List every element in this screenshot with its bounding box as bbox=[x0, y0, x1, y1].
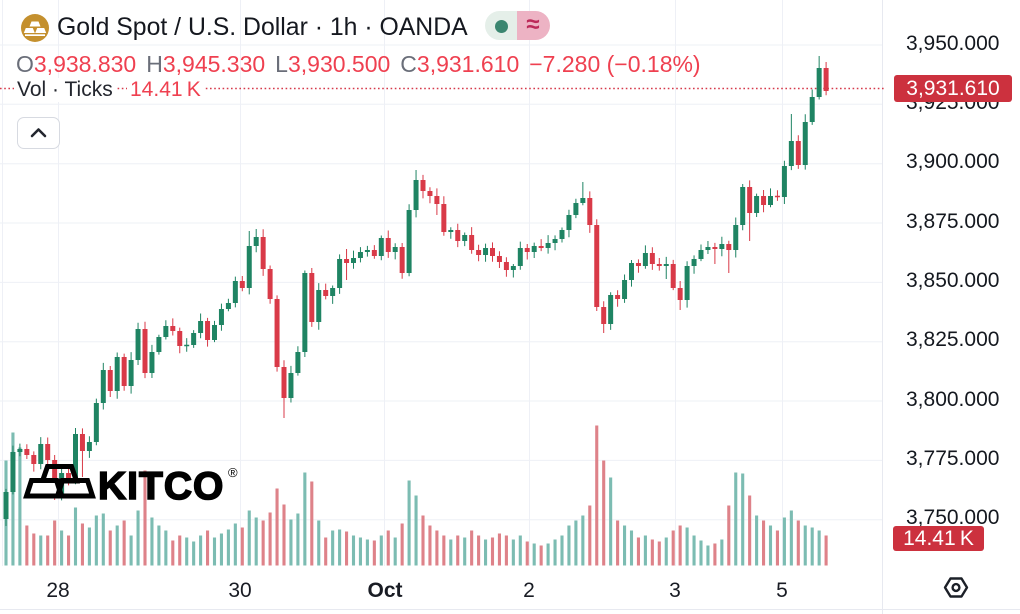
svg-text:®: ® bbox=[228, 465, 238, 480]
svg-text:KITCO: KITCO bbox=[98, 465, 224, 508]
